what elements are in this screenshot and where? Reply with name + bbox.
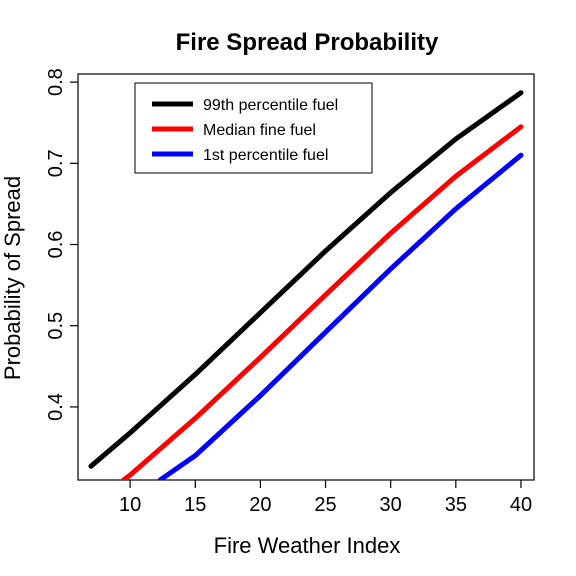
legend-label-3: 1st percentile fuel: [203, 147, 328, 164]
y-tick-label: 0.6: [45, 231, 67, 259]
chart-title: Fire Spread Probability: [176, 29, 439, 56]
series-line-1: [88, 90, 524, 469]
x-tick-label: 35: [445, 494, 467, 516]
legend-label-2: Median fine fuel: [203, 122, 316, 139]
series-line-2: [121, 124, 524, 480]
x-tick-label: 40: [510, 494, 532, 516]
y-tick-label: 0.7: [45, 149, 67, 177]
y-axis-label: Probability of Spread: [0, 176, 25, 380]
x-tick-label: 15: [184, 494, 206, 516]
y-tick-label: 0.5: [45, 312, 67, 340]
x-tick-label: 25: [314, 494, 336, 516]
y-tick-label: 0.8: [45, 68, 67, 96]
x-axis-label: Fire Weather Index: [214, 533, 401, 558]
legend: 99th percentile fuel Median fine fuel 1st …: [134, 82, 373, 174]
y-tick-label: 0.4: [45, 393, 67, 421]
x-tick-label: 20: [249, 494, 271, 516]
plot-frame: [77, 73, 535, 481]
legend-label-1: 99th percentile fuel: [203, 97, 338, 114]
x-tick-label: 30: [380, 494, 402, 516]
series-line-3: [157, 152, 524, 480]
x-tick-label: 10: [119, 494, 141, 516]
